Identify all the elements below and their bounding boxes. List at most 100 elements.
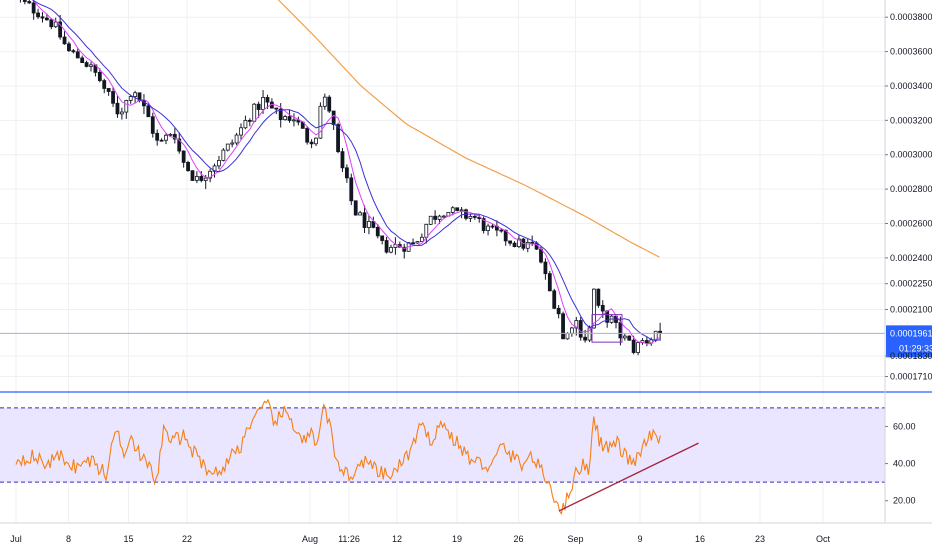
- candle-body[interactable]: [389, 247, 393, 253]
- candle-body[interactable]: [217, 160, 221, 167]
- candle-body[interactable]: [252, 103, 257, 122]
- candle-body[interactable]: [349, 177, 354, 202]
- candle-body[interactable]: [402, 246, 407, 252]
- candle-body[interactable]: [631, 339, 636, 353]
- candle-body[interactable]: [243, 119, 248, 129]
- candle-body[interactable]: [433, 215, 438, 220]
- candle-body[interactable]: [67, 43, 71, 52]
- candle-body[interactable]: [618, 322, 623, 339]
- candle-body[interactable]: [40, 16, 45, 19]
- candle-body[interactable]: [71, 50, 76, 53]
- candle-body[interactable]: [212, 165, 217, 172]
- candle-body[interactable]: [525, 241, 530, 249]
- candle-body[interactable]: [340, 151, 345, 169]
- candle-body[interactable]: [106, 88, 111, 92]
- rsi-line[interactable]: [15, 398, 661, 515]
- candle-body[interactable]: [155, 132, 160, 141]
- candle-body[interactable]: [239, 127, 243, 136]
- candle-body[interactable]: [190, 170, 195, 181]
- candle-body[interactable]: [124, 100, 129, 113]
- candle-body[interactable]: [622, 335, 627, 339]
- candle-body[interactable]: [344, 167, 349, 179]
- candle-body[interactable]: [578, 320, 583, 338]
- candle-body[interactable]: [177, 138, 182, 152]
- candle-body[interactable]: [336, 124, 340, 153]
- candle-body[interactable]: [164, 134, 168, 141]
- candle-body[interactable]: [36, 12, 40, 18]
- candle-body[interactable]: [375, 226, 380, 237]
- ma-slow-line[interactable]: [278, 0, 660, 258]
- candle-body[interactable]: [636, 342, 640, 353]
- candle-body[interactable]: [247, 119, 252, 122]
- candle-body[interactable]: [44, 17, 49, 21]
- candle-body[interactable]: [490, 225, 495, 228]
- candle-body[interactable]: [556, 307, 561, 315]
- candle-body[interactable]: [331, 110, 336, 125]
- candle-body[interactable]: [644, 340, 649, 344]
- ma-mid-line[interactable]: [16, 0, 661, 341]
- candle-body[interactable]: [358, 212, 363, 216]
- candle-body[interactable]: [530, 241, 535, 244]
- candle-body[interactable]: [512, 242, 517, 248]
- candle-body[interactable]: [278, 108, 283, 121]
- candle-body[interactable]: [168, 133, 173, 136]
- candle-body[interactable]: [569, 327, 574, 334]
- candle-body[interactable]: [203, 177, 208, 181]
- candle-body[interactable]: [380, 235, 385, 241]
- candle-body[interactable]: [411, 242, 415, 245]
- candle-body[interactable]: [274, 107, 279, 110]
- candle-body[interactable]: [75, 51, 80, 59]
- candle-body[interactable]: [353, 200, 358, 216]
- candle-body[interactable]: [256, 103, 261, 110]
- candle-body[interactable]: [362, 212, 367, 228]
- candle-body[interactable]: [437, 215, 442, 220]
- candle-body[interactable]: [31, 2, 36, 14]
- candle-body[interactable]: [181, 150, 186, 163]
- candle-body[interactable]: [234, 134, 239, 144]
- candle-body[interactable]: [547, 273, 552, 292]
- candle-body[interactable]: [150, 116, 155, 134]
- candle-body[interactable]: [221, 149, 226, 161]
- candle-body[interactable]: [27, 1, 32, 4]
- candle-body[interactable]: [552, 290, 557, 309]
- candle-body[interactable]: [499, 229, 504, 232]
- rsi-trendline[interactable]: [558, 442, 699, 512]
- candle-body[interactable]: [486, 225, 490, 231]
- candle-body[interactable]: [287, 116, 292, 121]
- candle-body[interactable]: [97, 71, 102, 81]
- candle-body[interactable]: [194, 176, 199, 181]
- candle-body[interactable]: [230, 142, 235, 145]
- candle-body[interactable]: [119, 111, 124, 115]
- candle-body[interactable]: [472, 216, 477, 218]
- candle-body[interactable]: [159, 139, 164, 142]
- candle-body[interactable]: [565, 332, 570, 340]
- candle-body[interactable]: [128, 96, 133, 101]
- price-pane[interactable]: [0, 0, 885, 356]
- candle-body[interactable]: [658, 330, 663, 334]
- candle-body[interactable]: [305, 127, 310, 143]
- candle-body[interactable]: [583, 336, 588, 341]
- candle-body[interactable]: [186, 162, 190, 172]
- drawn-rectangle[interactable]: [591, 314, 623, 343]
- candle-body[interactable]: [450, 207, 455, 213]
- candle-body[interactable]: [199, 176, 204, 181]
- candle-body[interactable]: [592, 288, 596, 329]
- candle-body[interactable]: [309, 141, 314, 145]
- candle-body[interactable]: [424, 223, 429, 238]
- candle-body[interactable]: [543, 261, 548, 275]
- candle-body[interactable]: [517, 238, 521, 248]
- candle-body[interactable]: [415, 241, 420, 244]
- candle-body[interactable]: [261, 97, 265, 110]
- candle-body[interactable]: [455, 207, 460, 211]
- candle-body[interactable]: [283, 116, 288, 121]
- candle-body[interactable]: [172, 133, 177, 140]
- candle-body[interactable]: [133, 92, 138, 97]
- candle-body[interactable]: [102, 80, 107, 89]
- candle-body[interactable]: [508, 240, 513, 244]
- candle-body[interactable]: [367, 221, 371, 228]
- candle-body[interactable]: [428, 215, 433, 225]
- candle-body[interactable]: [600, 305, 605, 312]
- candle-body[interactable]: [265, 97, 270, 103]
- candle-body[interactable]: [327, 96, 332, 112]
- candle-body[interactable]: [627, 335, 632, 341]
